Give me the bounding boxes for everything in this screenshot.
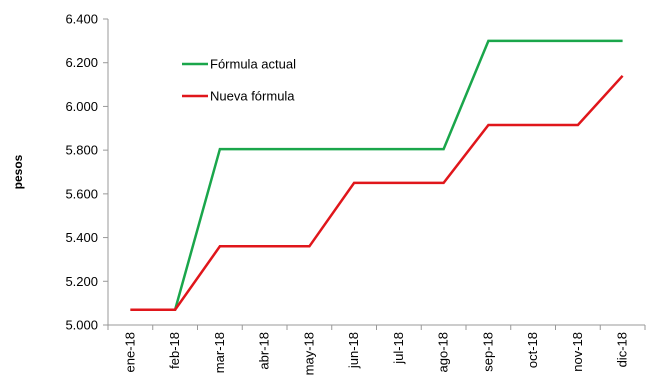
x-tick-label: mar-18 [212, 332, 227, 373]
y-ticks: 5.000 5.200 5.400 5.600 5.800 6.000 6.200 6.400 [65, 12, 108, 333]
x-ticks: ene-18 feb-18 mar-18 abr-18 may-18 jun-18 jul-… [107, 325, 646, 375]
x-tick-label: feb-18 [167, 332, 182, 369]
series-lines [130, 39, 624, 311]
x-tick-label: ene-18 [122, 332, 137, 372]
x-tick-label: jun-18 [346, 332, 361, 369]
legend-label-0: Fórmula actual [210, 57, 296, 72]
x-tick-label: ago-18 [436, 332, 451, 372]
legend-label-1: Nueva fórmula [210, 89, 295, 104]
y-tick-label: 6.200 [65, 55, 98, 70]
y-tick-label: 5.000 [65, 318, 98, 333]
x-tick-label: oct-18 [525, 332, 540, 368]
x-tick-label: may-18 [301, 332, 316, 375]
series-line-1 [130, 74, 624, 311]
y-tick-label: 5.200 [65, 274, 98, 289]
y-tick-label: 6.000 [65, 99, 98, 114]
y-tick-label: 5.400 [65, 230, 98, 245]
x-tick-label: abr-18 [257, 332, 272, 370]
x-tick-label: jul-18 [391, 332, 406, 365]
legend: Fórmula actual Nueva fórmula [182, 57, 296, 104]
series-line-0 [130, 39, 623, 311]
y-axis-title: pesos [11, 154, 25, 189]
x-tick-label: sep-18 [480, 332, 495, 372]
y-tick-label: 6.400 [65, 12, 98, 27]
y-tick-label: 5.600 [65, 186, 98, 201]
x-tick-label: nov-18 [570, 332, 585, 372]
y-tick-label: 5.800 [65, 143, 98, 158]
x-tick-label: dic-18 [615, 332, 630, 367]
y-axis-title-group: pesos [11, 154, 25, 189]
